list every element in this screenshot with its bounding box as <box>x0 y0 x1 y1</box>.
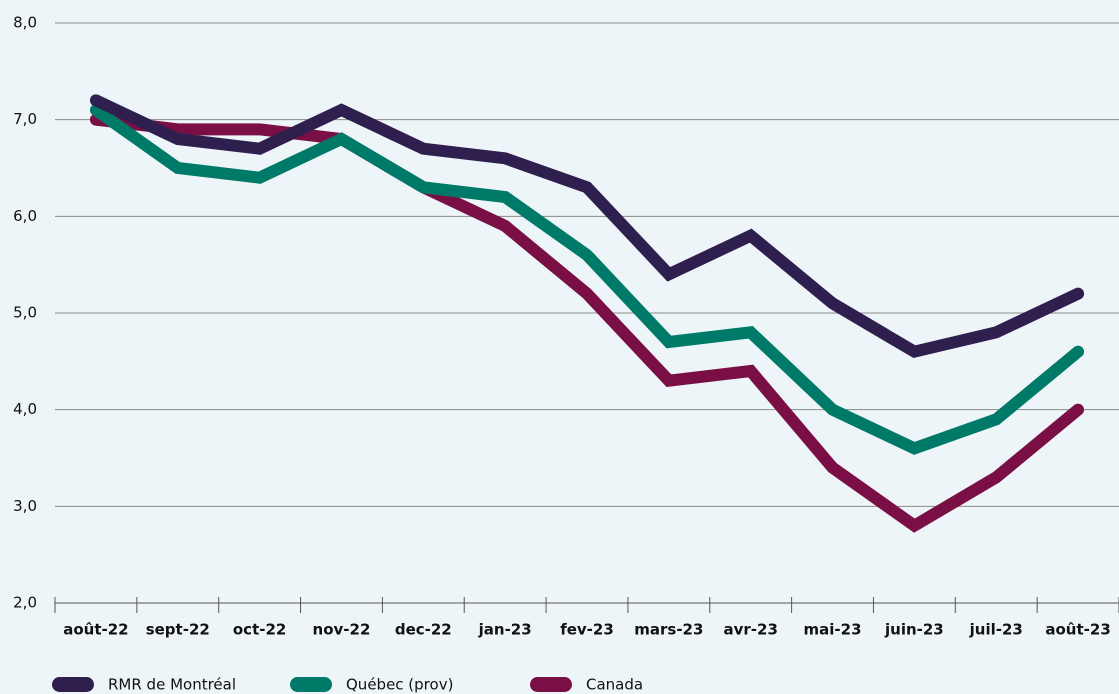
y-tick-label: 7,0 <box>13 110 37 128</box>
x-tick-label: fev-23 <box>560 621 614 639</box>
x-tick-label: sept-22 <box>146 621 210 639</box>
legend-swatch <box>52 677 94 692</box>
legend-swatch <box>290 677 332 692</box>
legend-swatch <box>530 677 572 692</box>
y-tick-label: 2,0 <box>13 594 37 612</box>
y-tick-label: 8,0 <box>13 14 37 32</box>
legend-label: Québec (prov) <box>346 676 453 694</box>
x-tick-label: juin-23 <box>884 621 944 639</box>
y-tick-label: 6,0 <box>13 207 37 225</box>
series-line <box>89 94 1085 359</box>
x-tick-label: nov-22 <box>313 621 371 639</box>
legend-label: Canada <box>586 676 643 694</box>
x-tick-label: juil-23 <box>969 621 1023 639</box>
x-tick-label: dec-22 <box>395 621 452 639</box>
x-tick-label: avr-23 <box>723 621 777 639</box>
x-tick-label: août-22 <box>63 621 128 639</box>
x-tick-label: mars-23 <box>634 621 703 639</box>
x-tick-label: août-23 <box>1045 621 1110 639</box>
series-line <box>89 104 1085 455</box>
series-line <box>89 113 1085 533</box>
x-tick-label: oct-22 <box>233 621 286 639</box>
x-tick-label: jan-23 <box>478 621 532 639</box>
y-tick-label: 5,0 <box>13 304 37 322</box>
x-tick-label: mai-23 <box>804 621 862 639</box>
legend-label: RMR de Montréal <box>108 676 236 694</box>
y-tick-label: 3,0 <box>13 497 37 515</box>
y-tick-label: 4,0 <box>13 400 37 418</box>
